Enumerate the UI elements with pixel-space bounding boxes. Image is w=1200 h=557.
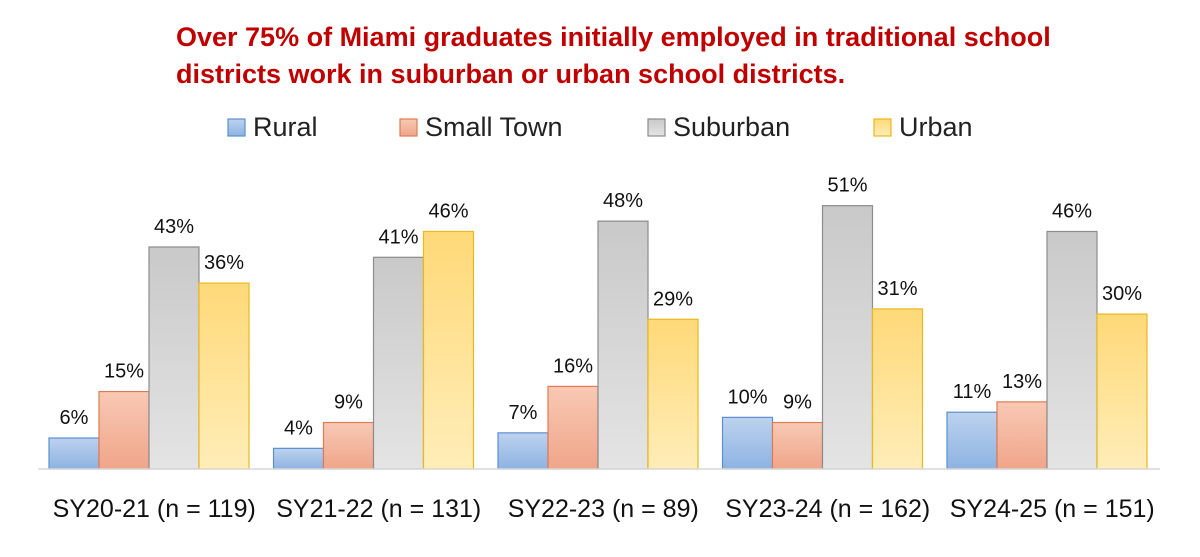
value-label-urban-5: 30% [1102,283,1142,305]
legend-swatch-urban [873,118,892,137]
category-label-5: SY24-25 (n = 151) [950,495,1155,523]
bar-urban-4 [871,308,924,470]
bar-small-town-3 [547,385,599,470]
legend-label-urban: Urban [899,112,973,142]
value-label-small-town-4: 9% [783,392,812,414]
category-labels: SY20-21 (n = 119) SY21-22 (n = 131) SY22-2… [53,495,1155,523]
value-label-small-town-5: 13% [1002,371,1042,393]
bar-rural-3 [497,432,549,470]
value-label-urban-3: 29% [653,288,693,310]
legend-label-rural: Rural [253,112,318,142]
value-label-rural-3: 7% [509,402,538,424]
value-label-small-town-1: 15% [104,361,144,383]
bar-rural-4 [721,416,774,470]
bar-suburban-1 [148,246,200,470]
value-labels: 6% 15% 43% 36% 4% 9% 41% 46% 7% 16% 48% 29% 10% 9% 51%… [60,175,1143,440]
legend-swatch-suburban [647,118,666,137]
value-label-small-town-3: 16% [553,355,593,377]
value-label-small-town-2: 9% [334,392,363,414]
value-label-suburban-5: 46% [1052,200,1092,222]
value-label-suburban-1: 43% [154,216,194,238]
value-label-urban-1: 36% [204,252,244,274]
bar-urban-1 [198,282,250,470]
legend-swatch-rural [227,118,246,137]
legend-label-suburban: Suburban [673,112,790,142]
legend: Rural Small Town Suburban Urban [227,112,973,142]
value-label-rural-4: 10% [727,386,767,408]
chart-title: Over 75% of Miami graduates initially em… [176,22,1051,89]
value-label-rural-1: 6% [60,407,89,429]
category-label-4: SY23-24 (n = 162) [725,495,930,523]
bar-rural-5 [946,411,998,470]
value-label-suburban-4: 51% [827,175,867,197]
category-label-2: SY21-22 (n = 131) [276,495,481,523]
bar-suburban-3 [597,220,649,470]
value-label-urban-4: 31% [877,278,917,300]
value-label-suburban-3: 48% [603,190,643,212]
chart-title-line-2: districts work in suburban or urban scho… [176,59,845,89]
chart-title-line-1: Over 75% of Miami graduates initially em… [176,22,1051,52]
bar-small-town-4 [771,421,824,470]
value-label-urban-2: 46% [428,200,468,222]
value-label-rural-5: 11% [953,381,992,403]
bar-suburban-4 [821,205,874,470]
bar-rural-1 [48,437,100,470]
bar-urban-5 [1096,313,1148,470]
bar-small-town-1 [98,390,150,470]
bar-urban-3 [647,318,699,470]
bars [48,205,1148,470]
bar-rural-2 [272,447,325,470]
legend-swatch-small-town [399,118,418,137]
bar-suburban-2 [372,256,425,470]
value-label-suburban-2: 41% [378,226,418,248]
bar-urban-2 [422,230,475,470]
value-label-rural-2: 4% [284,417,313,439]
bar-small-town-5 [996,401,1048,470]
legend-label-small-town: Small Town [425,112,563,142]
category-label-1: SY20-21 (n = 119) [53,495,256,523]
bar-small-town-2 [322,421,375,470]
category-label-3: SY22-23 (n = 89) [508,495,699,523]
bar-suburban-5 [1046,230,1098,470]
